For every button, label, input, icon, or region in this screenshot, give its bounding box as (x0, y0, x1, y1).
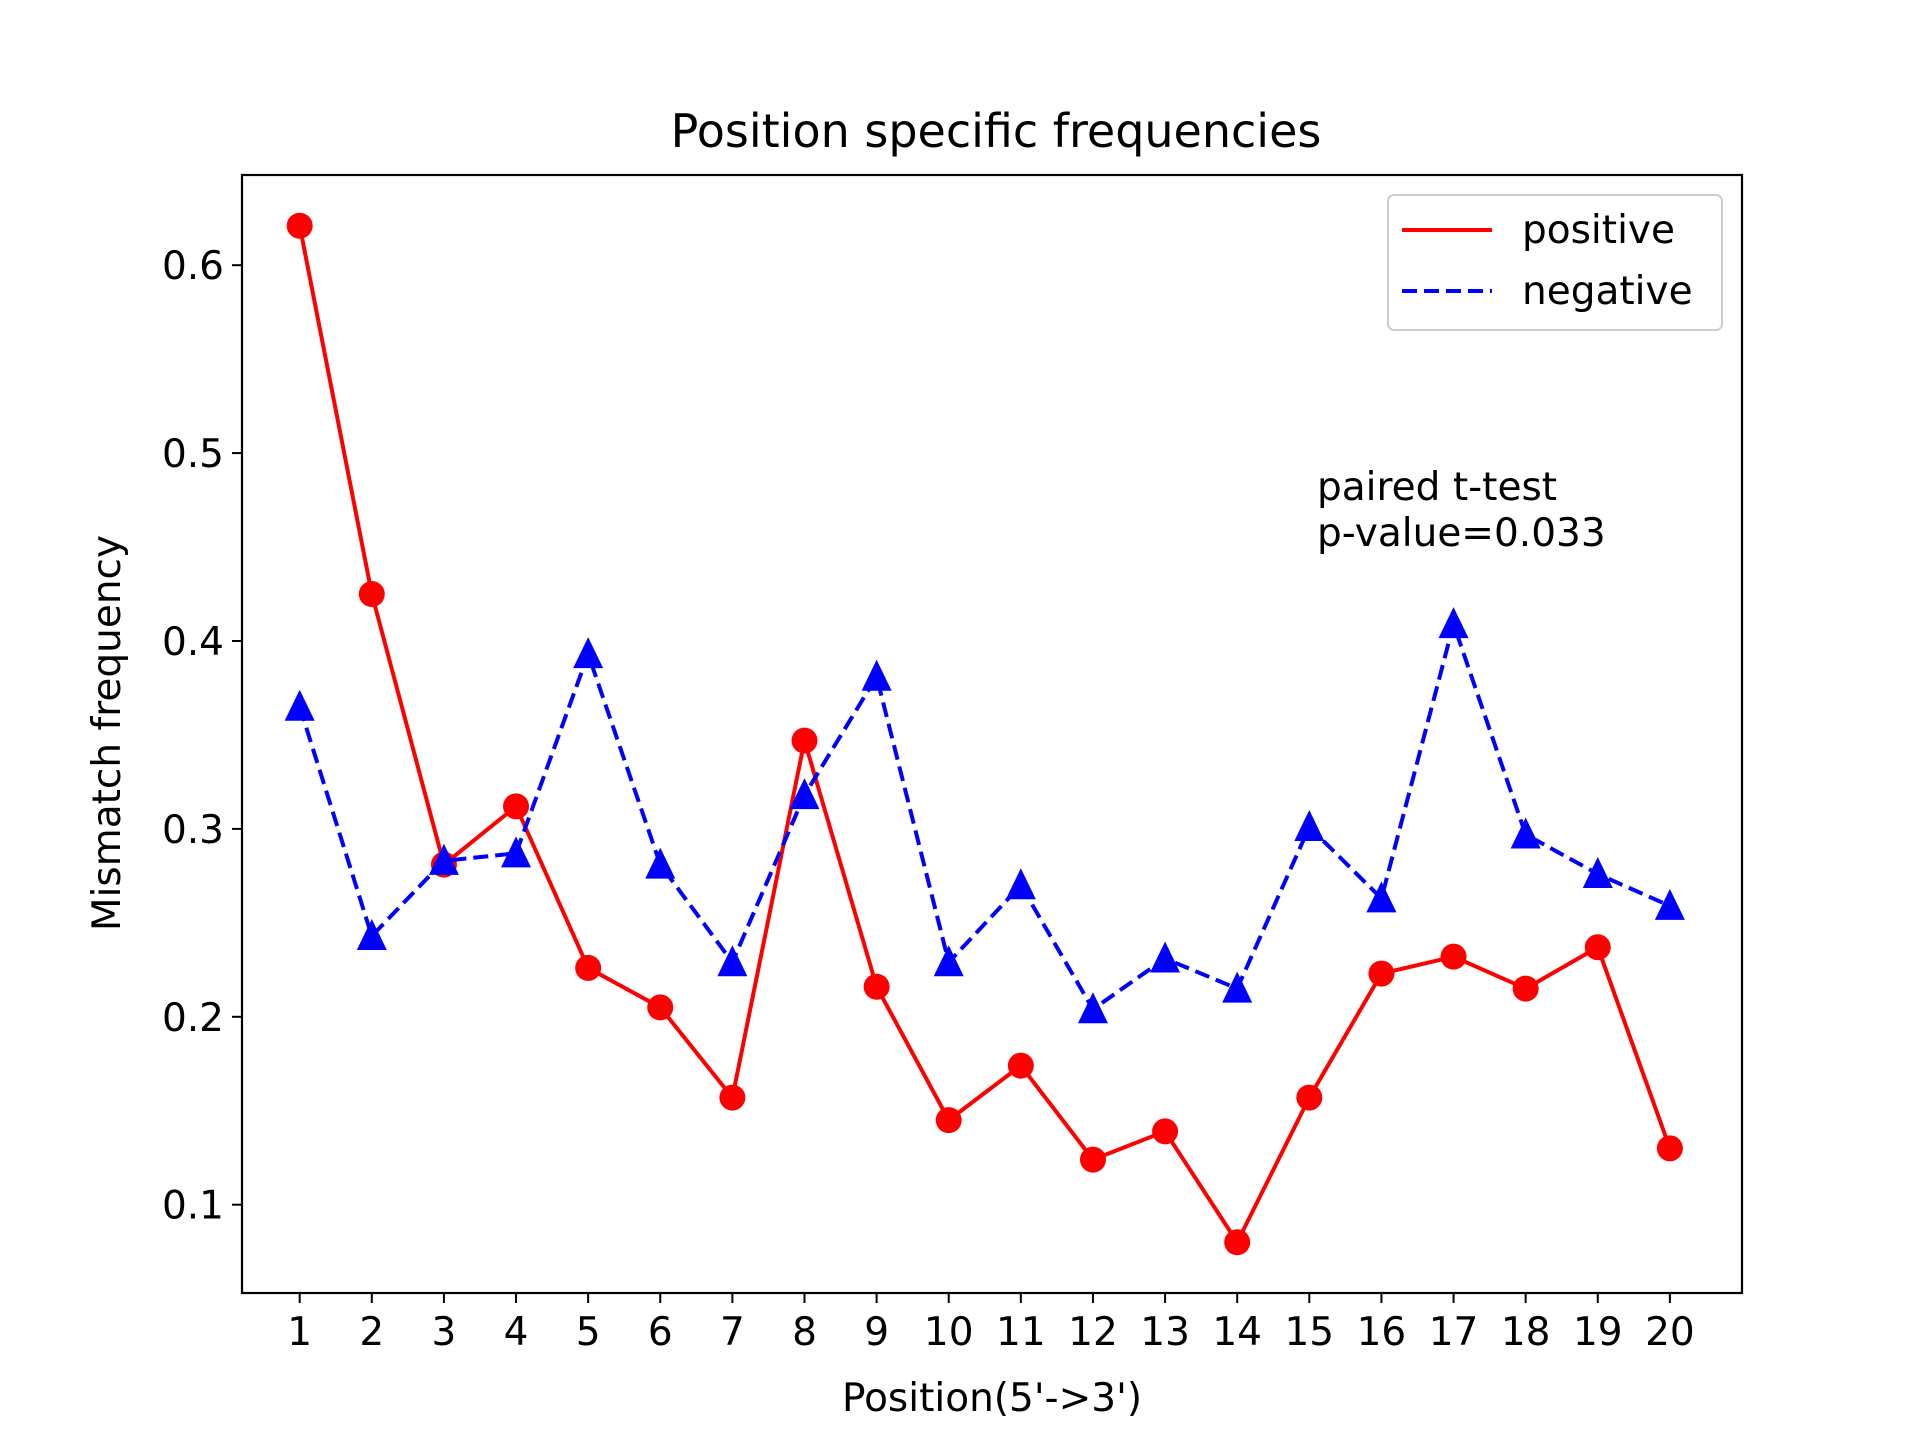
data-point-positive (719, 1084, 746, 1111)
x-tick-label: 8 (792, 1310, 817, 1355)
data-point-positive (1368, 960, 1395, 987)
data-point-negative (1582, 856, 1613, 888)
data-point-negative (933, 945, 964, 977)
data-point-negative (1005, 868, 1036, 900)
x-tick-label: 16 (1357, 1310, 1407, 1355)
data-point-positive (1512, 975, 1539, 1002)
data-point-positive (1296, 1084, 1323, 1111)
x-tick-label: 10 (924, 1310, 974, 1355)
data-point-negative (1150, 941, 1181, 973)
y-axis-label: Mismatch frequency (85, 535, 130, 931)
data-point-negative (1654, 888, 1685, 920)
legend: positive negative (1387, 194, 1723, 331)
data-point-negative (1294, 810, 1325, 842)
data-point-negative (1438, 607, 1469, 639)
x-tick-label: 2 (359, 1310, 384, 1355)
legend-label-negative: negative (1522, 269, 1693, 314)
plot-area (284, 212, 1685, 1256)
data-point-positive (1007, 1052, 1034, 1079)
series-line-negative (297, 622, 1671, 1012)
x-tick-label: 4 (504, 1310, 529, 1355)
x-axis: 1 2 3 4 5 6 7 8 9 10 11 12 13 14 15 16 17 18 19 20 (287, 1293, 1695, 1355)
data-point-positive (1152, 1118, 1179, 1145)
x-tick-label: 5 (576, 1310, 601, 1355)
data-point-positive (503, 793, 530, 820)
data-point-negative (501, 836, 532, 868)
x-tick-label: 19 (1573, 1310, 1623, 1355)
x-tick-label: 7 (720, 1310, 745, 1355)
data-point-negative (1222, 971, 1253, 1003)
data-point-positive (1656, 1135, 1683, 1162)
stats-annotation: paired t-test p-value=0.033 (1317, 465, 1606, 556)
data-point-negative (717, 945, 748, 977)
x-tick-label: 9 (864, 1310, 889, 1355)
y-tick-label: 0.5 (162, 432, 224, 477)
data-point-positive (647, 994, 674, 1021)
x-tick-label: 3 (432, 1310, 457, 1355)
data-point-negative (573, 637, 604, 669)
data-point-negative (356, 918, 387, 950)
series-negative (284, 607, 1685, 1024)
x-tick-label: 11 (996, 1310, 1046, 1355)
data-point-negative (1077, 992, 1108, 1024)
data-point-negative (645, 847, 676, 879)
y-tick-label: 0.2 (162, 996, 224, 1041)
annotation-test-name: paired t-test (1317, 465, 1557, 510)
y-tick-label: 0.1 (162, 1184, 224, 1229)
data-point-positive (1440, 943, 1467, 970)
data-point-negative (861, 659, 892, 691)
data-point-positive (863, 973, 890, 1000)
plot-frame (240, 173, 1744, 1295)
annotation-p-value: p-value=0.033 (1317, 511, 1606, 556)
x-tick-label: 6 (648, 1310, 673, 1355)
data-point-negative (789, 778, 820, 810)
x-tick-label: 13 (1140, 1310, 1190, 1355)
data-point-positive (791, 727, 818, 754)
data-point-negative (1510, 817, 1541, 849)
data-point-negative (284, 689, 315, 721)
y-axis: 0.1 0.2 0.3 0.4 0.5 0.6 (162, 244, 242, 1229)
legend-label-positive: positive (1522, 208, 1675, 253)
data-point-positive (935, 1107, 962, 1134)
series-line-positive (297, 225, 1672, 1245)
data-point-positive (575, 954, 602, 981)
x-tick-label: 12 (1068, 1310, 1118, 1355)
x-tick-label: 1 (287, 1310, 312, 1355)
x-tick-label: 15 (1284, 1310, 1334, 1355)
data-point-positive (1079, 1146, 1106, 1173)
data-point-positive (286, 212, 313, 239)
data-point-negative (1366, 881, 1397, 913)
y-tick-label: 0.3 (162, 808, 224, 853)
data-point-positive (358, 581, 385, 608)
chart-title: Position specific frequencies (671, 104, 1322, 158)
x-tick-label: 17 (1429, 1310, 1479, 1355)
series-positive (286, 212, 1683, 1256)
data-point-positive (1584, 934, 1611, 961)
x-tick-label: 20 (1645, 1310, 1695, 1355)
data-point-positive (1224, 1229, 1251, 1256)
x-axis-label: Position(5'->3') (842, 1376, 1142, 1421)
x-tick-label: 14 (1212, 1310, 1262, 1355)
data-point-negative (428, 843, 459, 875)
y-tick-label: 0.6 (162, 244, 224, 289)
y-tick-label: 0.4 (162, 620, 224, 665)
x-tick-label: 18 (1501, 1310, 1551, 1355)
